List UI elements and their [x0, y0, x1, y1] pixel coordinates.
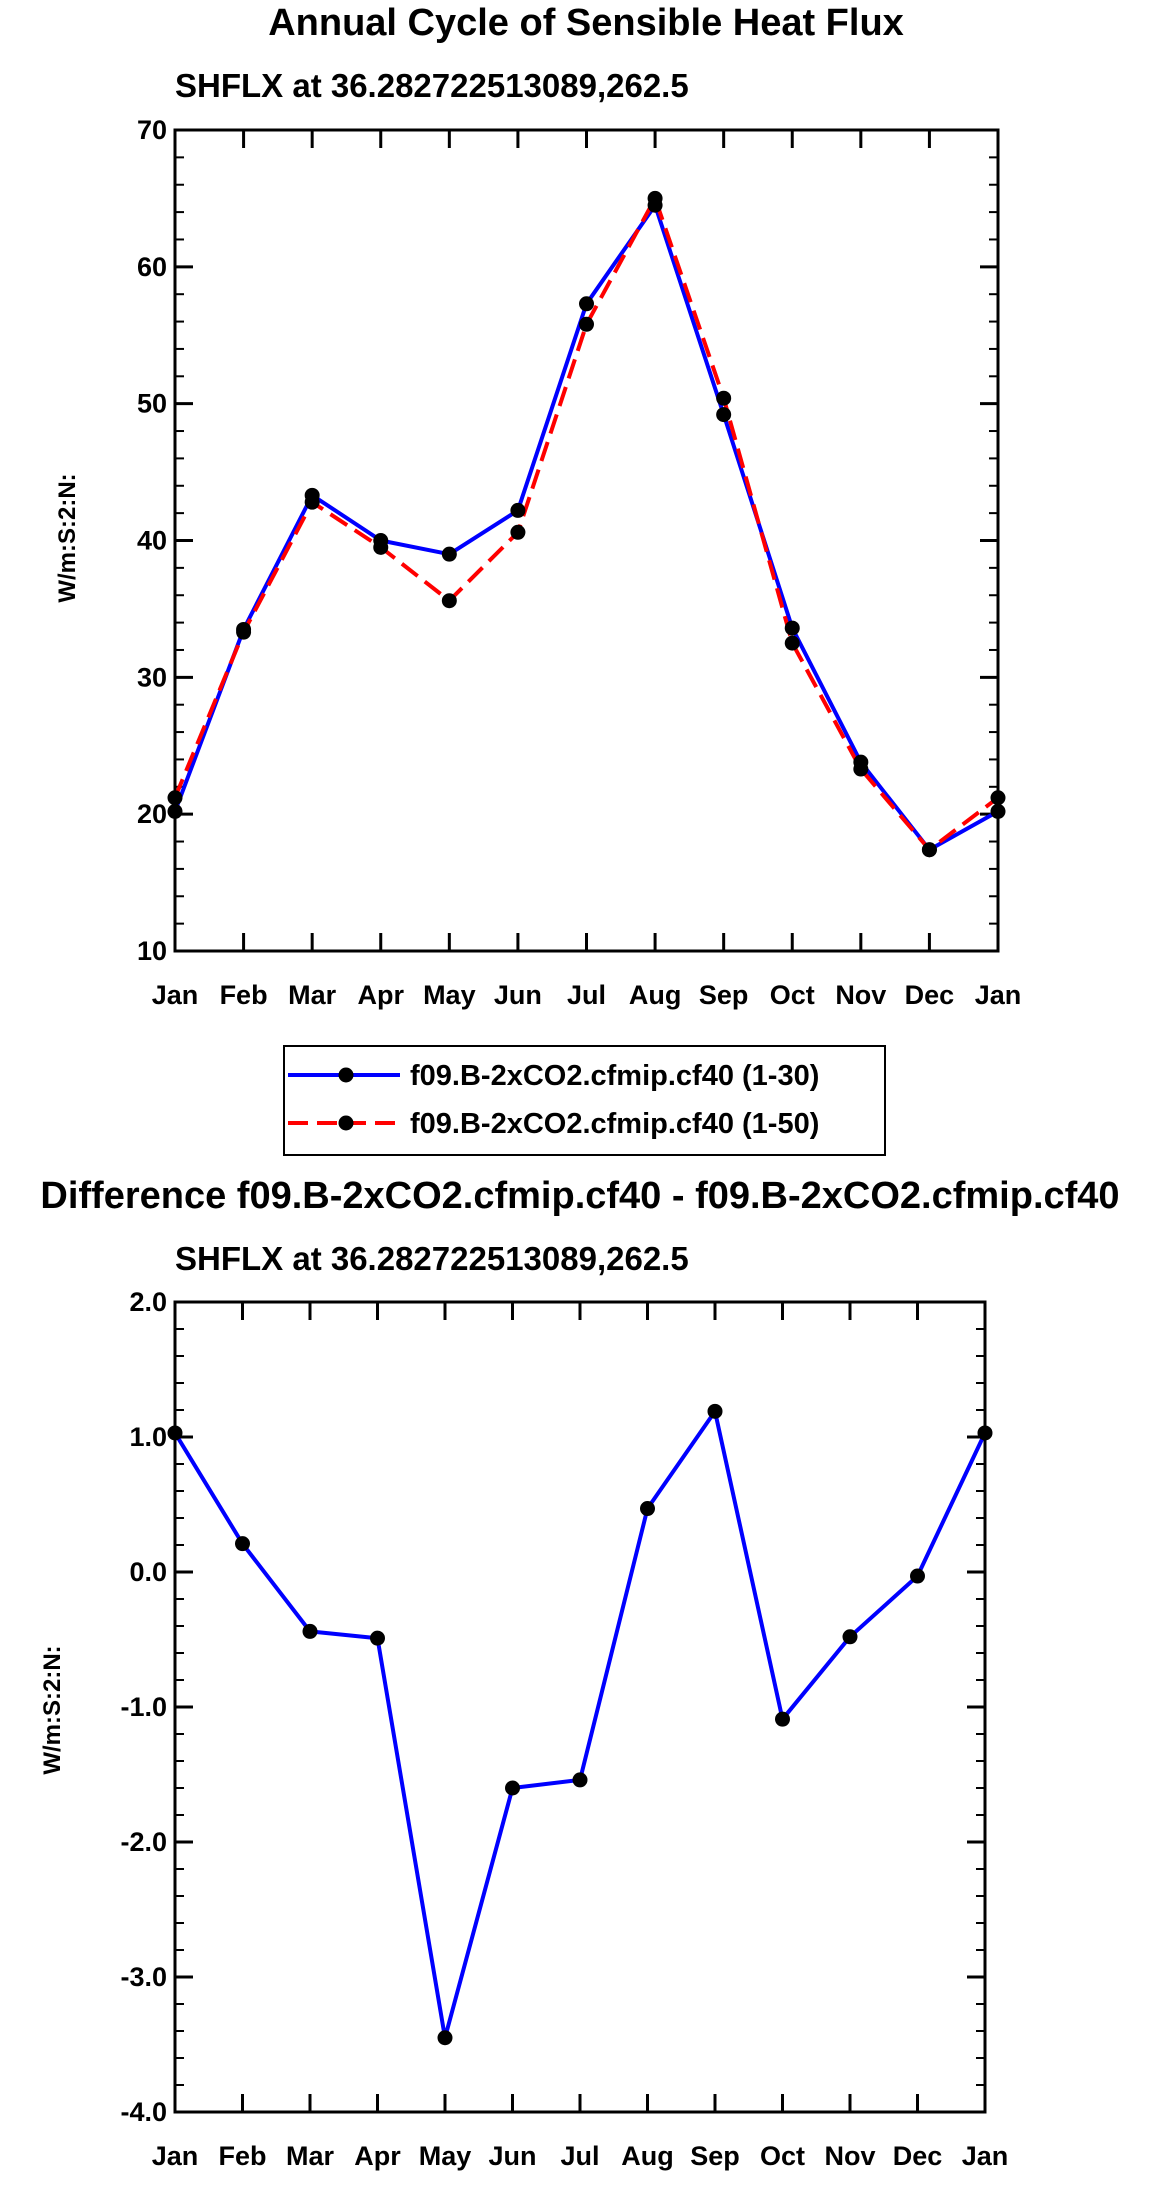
data-point	[510, 524, 526, 540]
data-point	[640, 1501, 655, 1517]
data-point	[235, 1536, 250, 1552]
data-point	[716, 390, 732, 406]
x-tick-label: Jan	[152, 2141, 199, 2171]
x-tick-label: Sep	[690, 2141, 740, 2171]
data-point	[437, 2030, 453, 2046]
y-tick-label: 0.0	[129, 1557, 167, 1587]
data-point	[647, 190, 663, 206]
series-line	[173, 196, 1000, 852]
y-tick-label: 30	[137, 662, 167, 692]
axes: -4.0 -3.0 -2.0 -1.0 0.0 1.0 2.0 Jan Feb Mar Apr May…	[120, 1287, 1008, 2171]
difference-chart: Difference f09.B-2xCO2.cfmip.cf40 - f09.…	[39, 1175, 1120, 2171]
x-tick-label: Nov	[835, 980, 886, 1010]
annual-cycle-chart: Annual Cycle of Sensible Heat Flux SHFLX…	[54, 2, 1021, 1010]
data-point	[167, 803, 183, 819]
x-tick-label: Jul	[560, 2141, 599, 2171]
x-tick-label: Nov	[824, 2141, 875, 2171]
y-tick-label: 40	[137, 526, 167, 556]
x-tick-label: Jan	[152, 980, 199, 1010]
data-point	[441, 546, 457, 562]
x-tick-label: Dec	[893, 2141, 943, 2171]
x-tick-label: Mar	[288, 980, 337, 1010]
plot-frame	[173, 128, 1000, 953]
legend-box	[283, 1045, 886, 1156]
series-lines	[173, 196, 1000, 852]
y-tick-label: 2.0	[129, 1287, 167, 1317]
y-tick-label: 10	[137, 936, 167, 966]
y-tick-label: 50	[137, 389, 167, 419]
data-point	[373, 539, 389, 555]
series-markers	[167, 190, 1006, 858]
plot-frame	[173, 1300, 987, 2114]
y-tick-label: -1.0	[120, 1692, 167, 1722]
series-markers	[167, 1403, 993, 2046]
legend-marker-1	[338, 1067, 354, 1083]
x-tick-label: Aug	[621, 2141, 673, 2171]
chart-title: Difference f09.B-2xCO2.cfmip.cf40 - f09.…	[40, 1175, 1119, 1217]
data-point	[510, 502, 526, 518]
data-point	[910, 1568, 925, 1584]
x-tick-label: Apr	[358, 980, 405, 1010]
legend-marker-2	[338, 1115, 354, 1131]
y-tick-label: 20	[137, 799, 167, 829]
legend-label-1: f09.B-2xCO2.cfmip.cf40 (1-30)	[410, 1060, 819, 1092]
x-tick-label: Jan	[962, 2141, 1009, 2171]
chart-subtitle: SHFLX at 36.282722513089,262.5	[175, 1240, 689, 1277]
data-point	[775, 1711, 790, 1727]
data-point	[572, 1772, 588, 1788]
data-point	[707, 1403, 723, 1419]
axes: 10 20 30 40 50 60 70 Jan Feb Mar Apr May Jun Jul Aug Se…	[137, 115, 1021, 1010]
data-point	[716, 407, 732, 423]
x-tick-label: Jul	[567, 980, 606, 1010]
data-point	[236, 624, 252, 640]
y-tick-label: -2.0	[120, 1827, 167, 1857]
x-tick-label: Jun	[494, 980, 542, 1010]
y-axis-label: W/m:S:2:N:	[54, 473, 81, 602]
x-tick-label: Apr	[354, 2141, 401, 2171]
y-tick-label: 1.0	[129, 1422, 167, 1452]
data-point	[579, 316, 594, 332]
data-point	[505, 1780, 520, 1796]
x-tick-label: Oct	[770, 980, 815, 1010]
legend: f09.B-2xCO2.cfmip.cf40 (1-30) f09.B-2xCO…	[283, 1045, 886, 1156]
x-tick-label: May	[423, 980, 476, 1010]
series-lines	[173, 1409, 987, 2040]
data-point	[842, 1629, 858, 1645]
x-tick-label: Feb	[218, 2141, 266, 2171]
legend-label-2: f09.B-2xCO2.cfmip.cf40 (1-50)	[410, 1108, 819, 1140]
x-tick-label: Feb	[220, 980, 268, 1010]
data-point	[977, 1425, 993, 1441]
y-tick-label: -4.0	[120, 2097, 167, 2127]
x-tick-label: Aug	[629, 980, 681, 1010]
y-tick-label: 60	[137, 252, 167, 282]
data-point	[370, 1630, 385, 1646]
data-point	[579, 296, 594, 312]
chart-subtitle: SHFLX at 36.282722513089,262.5	[175, 67, 689, 104]
x-tick-label: May	[419, 2141, 472, 2171]
data-point	[990, 803, 1006, 819]
x-tick-label: Jan	[975, 980, 1022, 1010]
data-point	[990, 790, 1006, 806]
data-point	[784, 620, 800, 636]
chart-title: Annual Cycle of Sensible Heat Flux	[268, 2, 904, 44]
data-point	[853, 761, 869, 777]
x-tick-label: Jun	[488, 2141, 536, 2171]
x-tick-label: Dec	[905, 980, 955, 1010]
data-point	[167, 790, 183, 806]
data-point	[302, 1623, 318, 1639]
data-point	[441, 593, 457, 609]
data-point	[304, 494, 320, 510]
y-axis-label: W/m:S:2:N:	[39, 1645, 66, 1774]
x-tick-label: Oct	[760, 2141, 805, 2171]
data-point	[921, 842, 937, 858]
y-tick-label: -3.0	[120, 1962, 167, 1992]
x-tick-label: Sep	[699, 980, 749, 1010]
series-line	[173, 1409, 987, 2040]
y-tick-label: 70	[137, 115, 167, 145]
data-point	[784, 635, 800, 651]
x-tick-label: Mar	[286, 2141, 335, 2171]
data-point	[167, 1425, 183, 1441]
